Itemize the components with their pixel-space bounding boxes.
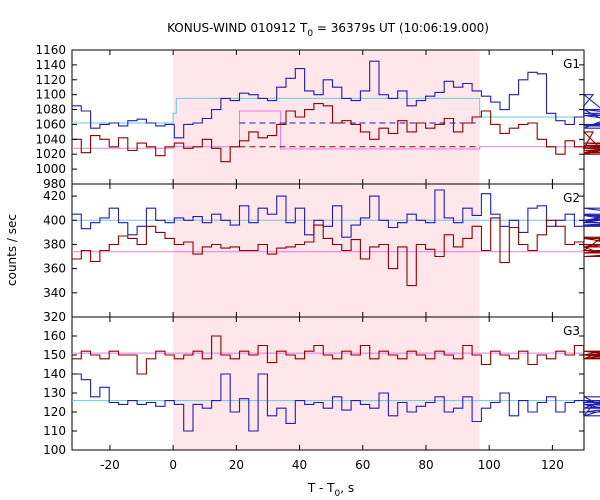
x-tick-label: 80 [418, 458, 433, 472]
y-tick-label: 1000 [35, 162, 66, 176]
x-tick-label: 100 [478, 458, 501, 472]
shaded-region [173, 50, 480, 450]
y-tick-label: 980 [43, 177, 66, 191]
y-tick-label: 1040 [35, 132, 66, 146]
panel-label: G3 [563, 324, 580, 338]
x-tick-label: -20 [100, 458, 120, 472]
y-tick-label: 130 [43, 386, 66, 400]
y-tick-label: 320 [43, 310, 66, 324]
panel-g2-series-red [72, 217, 600, 287]
panel-label: G2 [563, 191, 580, 205]
panel-g1-series-blue [72, 60, 600, 139]
y-tick-label: 1060 [35, 117, 66, 131]
x-tick-label: 0 [169, 458, 177, 472]
x-tick-label: 20 [229, 458, 244, 472]
panel-g1-level-1 [72, 110, 584, 150]
y-tick-label: 400 [43, 213, 66, 227]
y-tick-label: 1160 [35, 43, 66, 57]
y-tick-label: 100 [43, 443, 66, 457]
y-tick-label: 1120 [35, 73, 66, 87]
x-axis-label: T - T0, s [307, 481, 354, 499]
panel-g1-level-0 [72, 97, 584, 124]
y-tick-label: 420 [43, 189, 66, 203]
chart-title: KONUS-WIND 010912 T0 = 36379s UT (10:06:… [167, 21, 489, 39]
y-axis-label: counts / sec [5, 214, 19, 286]
panel-g3-series-red [72, 335, 600, 375]
y-tick-label: 380 [43, 237, 66, 251]
y-tick-label: 1100 [35, 88, 66, 102]
panel-g3-series-blue [72, 373, 600, 432]
y-tick-label: 120 [43, 405, 66, 419]
series-layer [72, 60, 600, 432]
x-tick-label: 120 [541, 458, 564, 472]
chart-title-text: KONUS-WIND 010912 T0 = 36379s UT (10:06:… [167, 21, 489, 39]
y-tick-label: 160 [43, 329, 66, 343]
y-tick-label: 360 [43, 262, 66, 276]
y-tick-label: 150 [43, 348, 66, 362]
panel-frames [71, 49, 585, 451]
y-tick-label: 110 [43, 424, 66, 438]
panel-g1-series-red [72, 103, 600, 163]
x-tick-label: 40 [292, 458, 307, 472]
y-tick-label: 1080 [35, 103, 66, 117]
axes-layer: 980100010201040106010801100112011401160G… [35, 43, 584, 472]
y-tick-label: 1140 [35, 58, 66, 72]
x-tick-label: 60 [355, 458, 370, 472]
y-tick-label: 340 [43, 286, 66, 300]
panel-g3-frame [71, 316, 585, 451]
panel-label: G1 [563, 57, 580, 71]
y-tick-label: 1020 [35, 147, 66, 161]
y-tick-label: 140 [43, 367, 66, 381]
shaded-interval [173, 50, 480, 450]
